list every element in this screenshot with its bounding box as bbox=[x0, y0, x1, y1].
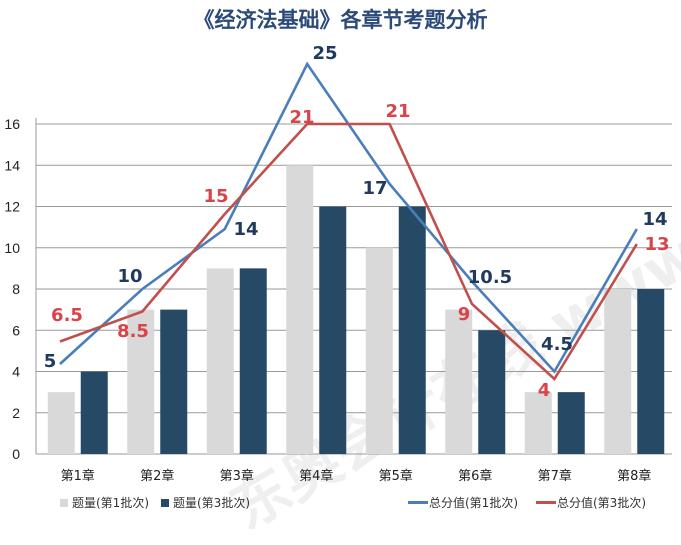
data-label-line2: 15 bbox=[203, 186, 228, 207]
bar-2-6 bbox=[478, 330, 506, 454]
bar-2-5 bbox=[398, 206, 426, 454]
bar-2-4 bbox=[319, 206, 347, 454]
x-tick-label: 第7章 bbox=[538, 468, 572, 484]
legend-label: 题量(第3批次) bbox=[173, 496, 250, 510]
y-tick-label: 14 bbox=[4, 157, 20, 173]
bar-1-5 bbox=[365, 247, 393, 454]
legend-label: 题量(第1批次) bbox=[72, 496, 149, 510]
data-label-line1: 10.5 bbox=[468, 267, 512, 288]
bar-2-1 bbox=[80, 371, 108, 454]
legend-swatch bbox=[161, 498, 169, 507]
x-tick-label: 第8章 bbox=[617, 468, 651, 484]
legend-swatch bbox=[536, 501, 556, 504]
bar-2-8 bbox=[637, 289, 665, 454]
y-tick-label: 6 bbox=[12, 322, 20, 338]
bar-1-6 bbox=[445, 309, 473, 454]
legend-label: 总分值(第1批次) bbox=[429, 496, 518, 510]
legend-swatch bbox=[60, 498, 68, 507]
x-tick-label: 第1章 bbox=[61, 468, 95, 484]
bar-1-2 bbox=[127, 309, 155, 454]
data-label-line2: 21 bbox=[385, 101, 410, 122]
bar-2-3 bbox=[239, 268, 267, 454]
bar-2-2 bbox=[160, 309, 188, 454]
data-label-line2: 21 bbox=[289, 107, 314, 128]
y-tick-label: 8 bbox=[12, 281, 20, 297]
bar-1-4 bbox=[286, 165, 314, 454]
x-tick-label: 第6章 bbox=[458, 468, 492, 484]
data-label-line1: 4.5 bbox=[541, 334, 573, 355]
x-tick-label: 第4章 bbox=[299, 468, 333, 484]
chart-title: 《经济法基础》各章节考题分析 bbox=[193, 8, 488, 32]
y-tick-label: 2 bbox=[12, 405, 20, 421]
data-label-line1: 25 bbox=[312, 43, 337, 64]
x-tick-label: 第2章 bbox=[140, 468, 174, 484]
data-label-line2: 4 bbox=[538, 380, 551, 401]
y-tick-label: 0 bbox=[12, 446, 20, 462]
y-tick-label: 16 bbox=[4, 116, 20, 132]
data-label-line1: 17 bbox=[362, 178, 387, 199]
legend-item-line1: 总分值(第1批次) bbox=[408, 494, 518, 511]
data-label-line1: 14 bbox=[642, 209, 667, 230]
data-label-line1: 14 bbox=[233, 219, 258, 240]
data-label-line1: 10 bbox=[117, 266, 142, 287]
legend-label: 总分值(第3批次) bbox=[557, 496, 646, 510]
legend-item-bar1: 题量(第1批次) bbox=[60, 494, 149, 511]
bar-1-8 bbox=[604, 289, 632, 454]
data-label-line2: 9 bbox=[458, 304, 471, 325]
y-tick-label: 4 bbox=[12, 364, 20, 380]
bar-2-7 bbox=[557, 392, 585, 454]
bar-1-1 bbox=[47, 392, 75, 454]
y-tick-label: 12 bbox=[4, 199, 20, 215]
data-label-line2: 6.5 bbox=[51, 305, 83, 326]
data-label-line2: 13 bbox=[644, 234, 669, 255]
x-tick-label: 第5章 bbox=[379, 468, 413, 484]
data-label-line1: 5 bbox=[44, 351, 57, 372]
data-label-line2: 8.5 bbox=[117, 321, 149, 342]
chart: 0 2 4 6 8 10 12 14 16 第1章 第2章 第3章 第4章 第5章 第6章 第7章 第8章 5 10… bbox=[4, 43, 672, 484]
legend-swatch bbox=[408, 501, 428, 504]
line-series-2 bbox=[59, 122, 638, 382]
bar-1-7 bbox=[524, 392, 552, 454]
x-tick-label: 第3章 bbox=[220, 468, 254, 484]
legend-item-bar2: 题量(第3批次) bbox=[161, 494, 250, 511]
y-tick-label: 10 bbox=[4, 240, 20, 256]
bar-1-3 bbox=[206, 268, 234, 454]
legend-item-line2: 总分值(第3批次) bbox=[536, 494, 646, 511]
